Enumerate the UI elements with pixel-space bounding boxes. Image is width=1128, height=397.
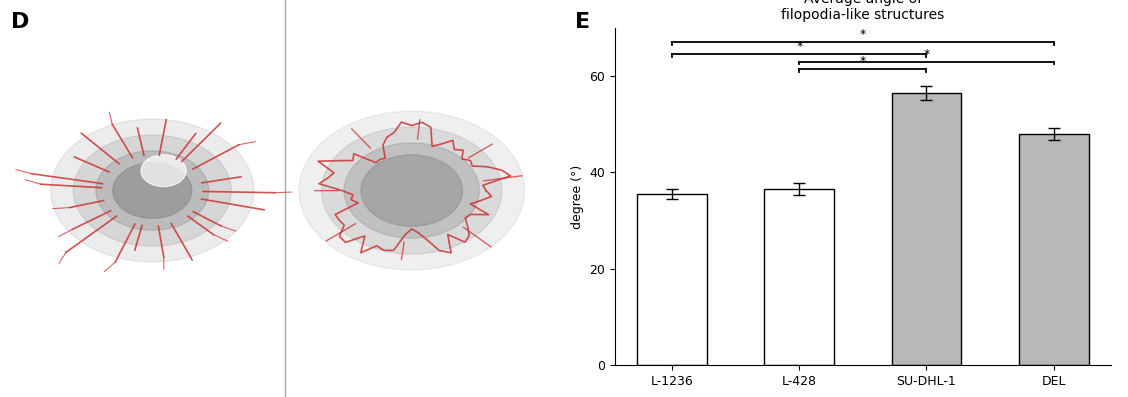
Circle shape: [51, 119, 254, 262]
Circle shape: [344, 143, 479, 238]
Circle shape: [361, 155, 462, 226]
Circle shape: [299, 111, 525, 270]
Text: E: E: [575, 12, 590, 32]
Text: D: D: [11, 12, 29, 32]
Circle shape: [141, 155, 186, 187]
Circle shape: [73, 135, 231, 246]
Circle shape: [96, 151, 209, 230]
Bar: [1019, 134, 1089, 365]
Bar: [765, 189, 835, 365]
Bar: [891, 93, 961, 365]
Text: *: *: [796, 40, 802, 53]
Text: *: *: [924, 48, 929, 61]
Bar: [637, 194, 707, 365]
Text: *: *: [860, 28, 866, 41]
Text: DEL: DEL: [305, 40, 337, 55]
Title: Average angle of
filopodia-like structures: Average angle of filopodia-like structur…: [782, 0, 944, 23]
Y-axis label: degree (°): degree (°): [571, 164, 583, 229]
Text: *: *: [860, 55, 866, 68]
Circle shape: [113, 163, 192, 218]
Circle shape: [321, 127, 502, 254]
Text: L-1236: L-1236: [17, 40, 76, 55]
